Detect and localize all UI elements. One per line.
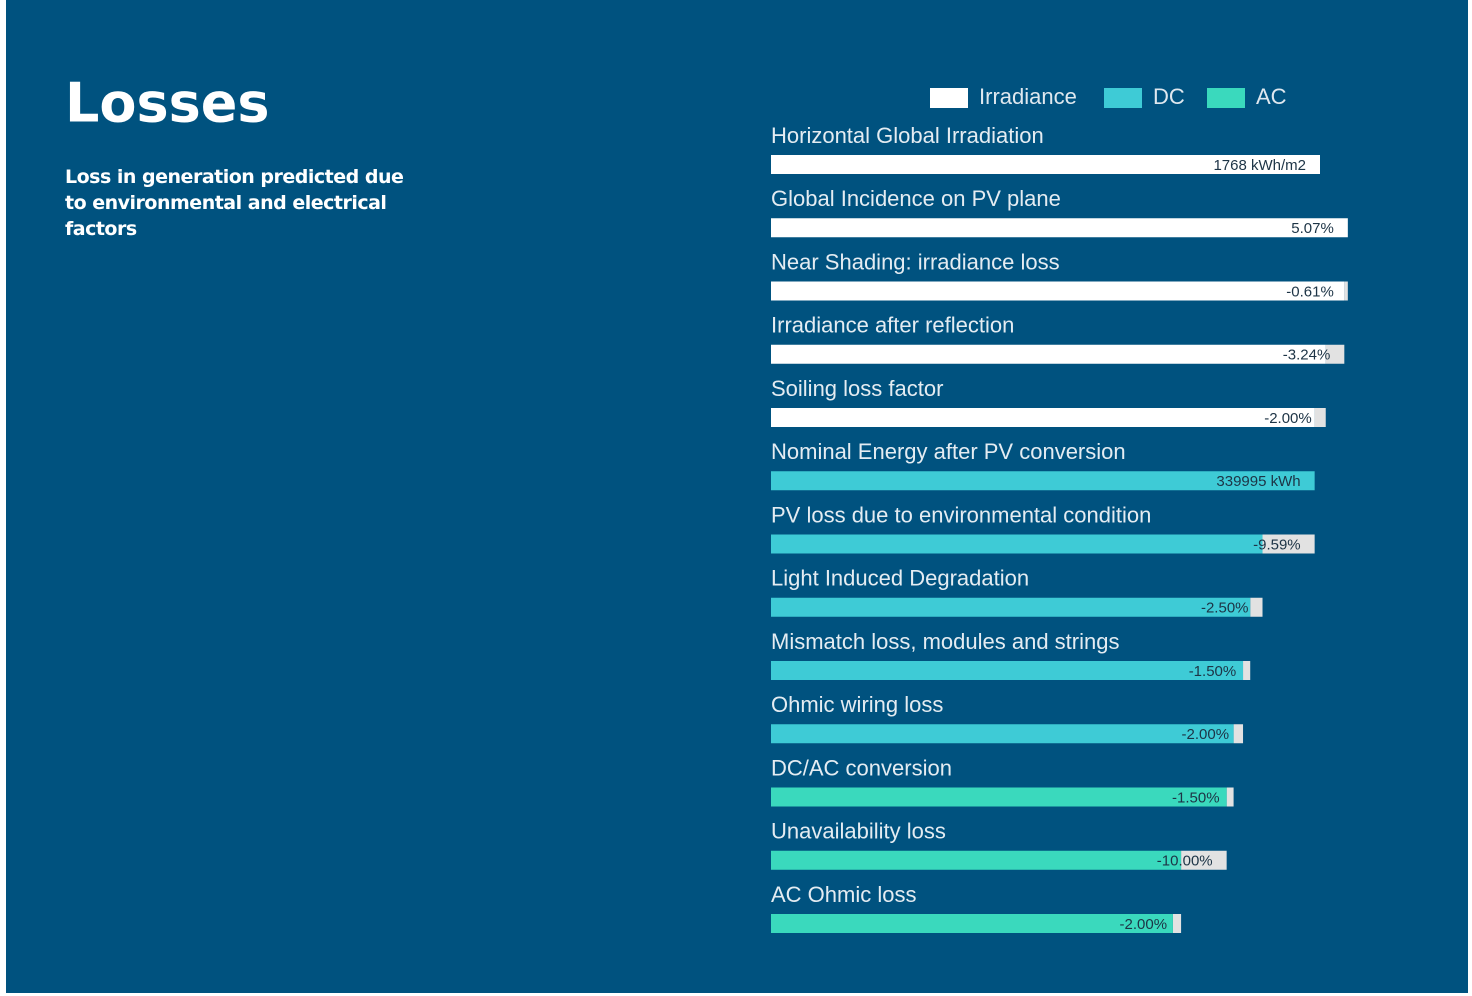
value-label: -2.00% (1264, 410, 1312, 427)
value-label: -2.00% (1182, 726, 1230, 743)
bar (771, 344, 1326, 364)
bar (771, 218, 1348, 238)
category-label: PV loss due to environmental condition (771, 502, 1151, 527)
loss-segment (1181, 850, 1227, 870)
legend-swatch (930, 88, 968, 108)
legend-label: Irradiance (979, 84, 1077, 109)
category-label: Light Induced Degradation (771, 566, 1029, 591)
bar (771, 787, 1227, 807)
value-label: -9.59% (1253, 536, 1301, 553)
chart-title: Losses (65, 72, 270, 135)
category-label: Ohmic wiring loss (771, 692, 943, 717)
value-label: -0.61% (1286, 283, 1334, 300)
bar (771, 850, 1182, 870)
loss-segment (1250, 597, 1263, 617)
loss-segment (1325, 344, 1345, 364)
category-label: Nominal Energy after PV conversion (771, 439, 1126, 464)
bar (771, 471, 1315, 491)
background (6, 0, 1468, 993)
value-label: -3.24% (1283, 347, 1331, 364)
bar (771, 408, 1315, 427)
category-label: Near Shading: irradiance loss (771, 249, 1060, 274)
value-label: 339995 kWh (1216, 473, 1300, 490)
loss-segment (1314, 408, 1326, 427)
bar (771, 597, 1251, 617)
bar (771, 281, 1345, 301)
loss-segment (1172, 914, 1182, 933)
legend-swatch (1104, 88, 1142, 108)
bar (771, 534, 1263, 554)
category-label: Horizontal Global Irradiation (771, 123, 1044, 148)
value-label: -10.00% (1157, 853, 1213, 870)
value-label: 5.07% (1291, 220, 1334, 237)
loss-segment (1243, 661, 1251, 680)
category-label: Irradiance after reflection (771, 313, 1014, 338)
bar (771, 724, 1234, 744)
value-label: -1.50% (1172, 789, 1220, 806)
bar (771, 155, 1320, 174)
value-label: -2.00% (1120, 916, 1168, 933)
category-label: Unavailability loss (771, 819, 946, 844)
loss-segment (1233, 724, 1244, 744)
chart-subtitle: Loss in generation predicted due to envi… (65, 166, 404, 240)
bar (771, 661, 1244, 680)
loss-segment (1226, 787, 1234, 807)
legend-swatch (1207, 88, 1245, 108)
loss-segment (1344, 281, 1348, 301)
category-label: AC Ohmic loss (771, 882, 916, 907)
category-label: DC/AC conversion (771, 755, 952, 780)
value-label: -2.50% (1201, 600, 1249, 617)
category-label: Mismatch loss, modules and strings (771, 629, 1119, 654)
category-label: Soiling loss factor (771, 376, 943, 401)
category-label: Global Incidence on PV plane (771, 186, 1061, 211)
bar (771, 914, 1173, 933)
legend-label: DC (1153, 84, 1185, 109)
legend-label: AC (1256, 84, 1287, 109)
value-label: 1768 kWh/m2 (1213, 157, 1306, 174)
loss-segment (1262, 534, 1315, 554)
value-label: -1.50% (1189, 663, 1237, 680)
